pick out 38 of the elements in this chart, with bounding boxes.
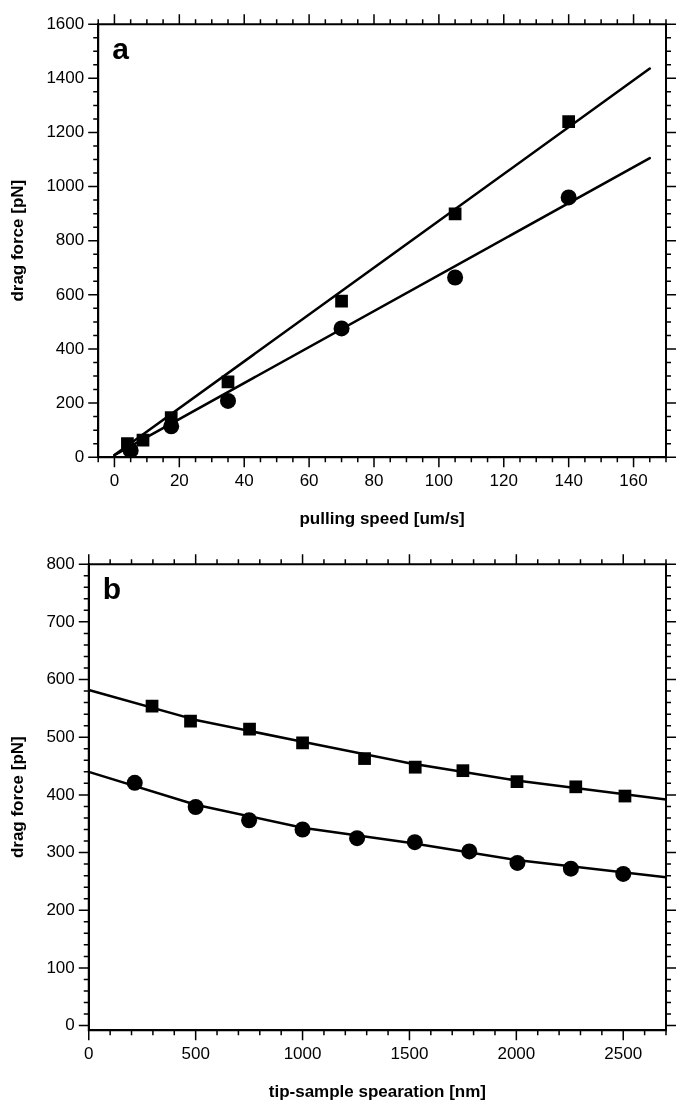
x-tick-label: 1500 xyxy=(390,1044,429,1064)
y-tick-label: 500 xyxy=(46,726,75,746)
x-tick-label: 40 xyxy=(234,471,254,491)
y-tick-label: 400 xyxy=(55,338,85,358)
y-tick-label: 200 xyxy=(55,392,85,412)
y-tick-label: 1200 xyxy=(46,122,85,142)
y-tick-label: 600 xyxy=(46,669,75,689)
y-tick-label: 800 xyxy=(46,553,75,573)
x-tick-label: 20 xyxy=(169,471,189,491)
x-tick-label: 1000 xyxy=(283,1044,322,1064)
x-tick-label: 2000 xyxy=(497,1044,536,1064)
x-tick-label: 500 xyxy=(181,1044,210,1064)
x-tick-label: 2500 xyxy=(604,1044,643,1064)
y-tick-label: 400 xyxy=(46,784,75,804)
y-axis-title: drag force [pN] xyxy=(7,736,27,859)
y-tick-label: 1400 xyxy=(46,68,85,88)
x-axis-title: pulling speed [um/s] xyxy=(299,509,465,529)
y-tick-label: 1000 xyxy=(46,176,85,196)
y-tick-label: 300 xyxy=(46,842,75,862)
y-tick-label: 200 xyxy=(46,899,75,919)
x-tick-label: 120 xyxy=(489,471,518,491)
y-tick-label: 0 xyxy=(65,1015,75,1035)
y-tick-label: 0 xyxy=(74,446,85,466)
x-tick-label: 140 xyxy=(554,471,583,491)
x-tick-label: 60 xyxy=(299,471,319,491)
y-tick-label: 600 xyxy=(55,284,85,304)
y-axis-title: drag force [pN] xyxy=(7,179,27,302)
y-tick-label: 100 xyxy=(46,957,75,977)
annotation: b xyxy=(102,572,122,606)
x-tick-label: 80 xyxy=(364,471,384,491)
x-tick-label: 160 xyxy=(619,471,648,491)
x-tick-label: 100 xyxy=(424,471,454,491)
annotation: a xyxy=(112,32,130,66)
y-tick-label: 800 xyxy=(55,230,85,250)
y-tick-label: 1600 xyxy=(46,13,85,33)
y-tick-label: 700 xyxy=(46,611,75,631)
x-axis-title: tip-sample spearation [nm] xyxy=(268,1082,487,1102)
x-tick-label: 0 xyxy=(109,471,120,491)
